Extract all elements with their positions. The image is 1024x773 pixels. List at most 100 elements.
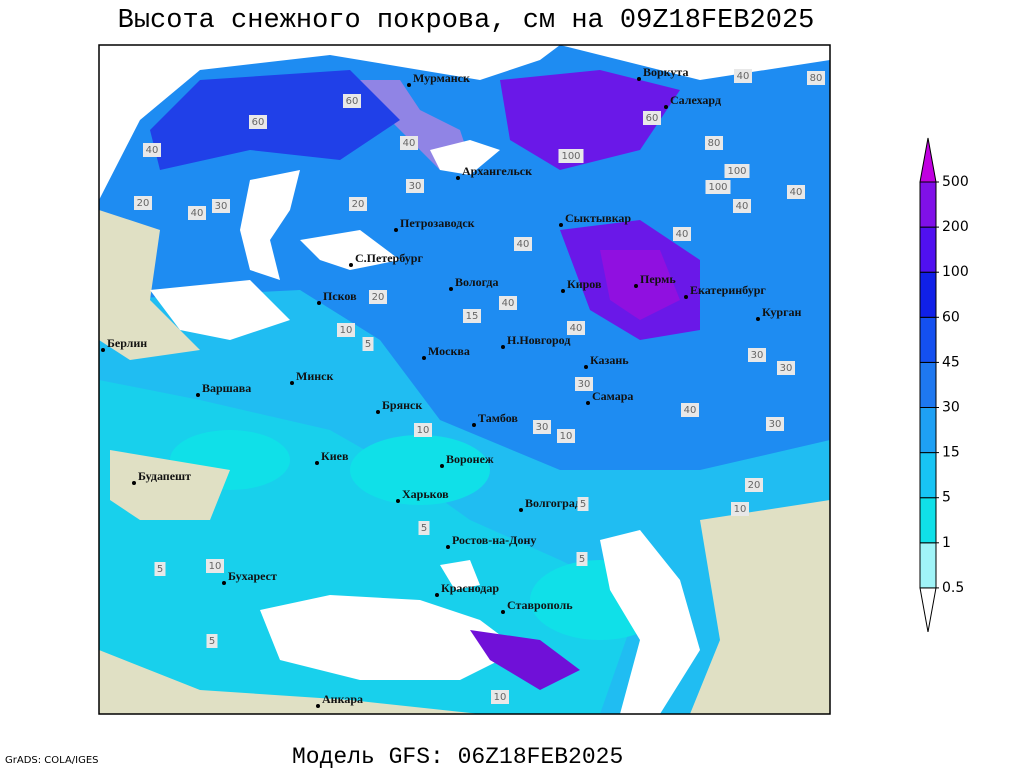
colorbar-label: 15	[942, 445, 960, 461]
contour-label: 80	[708, 138, 721, 149]
contour-label: 100	[708, 182, 727, 193]
colorbar-label: 30	[942, 400, 960, 416]
city-dot	[315, 461, 319, 465]
city-dot	[396, 499, 400, 503]
contour-label: 40	[502, 298, 515, 309]
contour-label-box	[514, 237, 532, 251]
city-dot	[222, 581, 226, 585]
city-label: С.Петербург	[355, 251, 423, 265]
contour-label: 40	[736, 201, 749, 212]
contour-label-box	[557, 429, 575, 443]
city-dot	[394, 228, 398, 232]
city-label: Н.Новгород	[507, 333, 570, 347]
contour-label: 5	[421, 523, 427, 534]
city-label: Брянск	[382, 398, 422, 412]
city-label: Екатеринбург	[690, 283, 766, 297]
contour-label: 80	[810, 73, 823, 84]
colorbar-low-triangle	[919, 587, 937, 632]
contour-label-box	[212, 199, 230, 213]
city-dot	[316, 704, 320, 708]
city-label: Архангельск	[462, 164, 532, 178]
city-dot	[317, 301, 321, 305]
city-label: Ростов-на-Дону	[452, 533, 536, 547]
city-dot	[456, 176, 460, 180]
contour-label-box	[787, 185, 805, 199]
contour-label: 10	[417, 425, 430, 436]
city-dot	[446, 545, 450, 549]
contour-label-box	[343, 94, 361, 108]
colorbar-label: 100	[942, 264, 969, 280]
city-label: Курган	[762, 305, 802, 319]
colorbar-label: 5	[942, 490, 951, 506]
contour-label-box	[766, 417, 784, 431]
city-dot	[637, 77, 641, 81]
credit: GrADS: COLA/IGES	[5, 755, 99, 766]
contour-label-box	[369, 290, 387, 304]
colorbar-label: 60	[942, 309, 960, 325]
contour-label-box	[533, 420, 551, 434]
city-dot	[422, 356, 426, 360]
city-dot	[196, 393, 200, 397]
contour-label-box	[731, 502, 749, 516]
contour-label-box	[724, 164, 750, 178]
map	[99, 45, 830, 714]
colorbar-box	[919, 361, 937, 408]
contour-label-box	[575, 377, 593, 391]
contour-label-box	[206, 559, 224, 573]
city-label: Самара	[592, 389, 633, 403]
colorbar-label: 45	[942, 354, 960, 370]
contour-label: 40	[191, 208, 204, 219]
city-dot	[440, 464, 444, 468]
contour-label-box	[673, 227, 691, 241]
contour-label-box	[558, 149, 584, 163]
contour-label-box	[463, 309, 481, 323]
contour-label-box	[499, 296, 517, 310]
contour-label-box	[643, 111, 661, 125]
city-label: Киев	[321, 449, 349, 463]
colorbar-label: 0.5	[942, 580, 964, 596]
contour-label: 20	[352, 199, 365, 210]
city-dot	[376, 410, 380, 414]
city-label: Берлин	[107, 336, 147, 350]
contour-label: 60	[252, 117, 265, 128]
colorbar-box	[919, 542, 937, 589]
contour-label: 30	[578, 379, 591, 390]
contour-label-box	[249, 115, 267, 129]
contour-label: 5	[157, 564, 163, 575]
colorbar-box	[919, 316, 937, 363]
contour-label-box	[734, 69, 752, 83]
city-label: Воронеж	[446, 452, 494, 466]
contour-label-box	[188, 206, 206, 220]
colorbar-label: 1	[942, 535, 951, 551]
contour-label-box	[745, 478, 763, 492]
contour-label-box	[143, 143, 161, 157]
city-label: Волгоград	[525, 496, 581, 510]
contour-label-box	[681, 403, 699, 417]
contour-label: 40	[676, 229, 689, 240]
contour-label: 15	[466, 311, 479, 322]
city-label: Будапешт	[138, 469, 191, 483]
city-dot	[586, 401, 590, 405]
colorbar-high-triangle	[919, 137, 937, 183]
contour-label: 40	[403, 138, 416, 149]
contour-label-box	[733, 199, 751, 213]
contour-label: 30	[751, 350, 764, 361]
contour-label: 30	[409, 181, 422, 192]
city-label: Мурманск	[413, 71, 470, 85]
contour-label-box	[400, 136, 418, 150]
footer: Модель GFS: 06Z18FEB2025	[292, 744, 623, 768]
contour-label-box	[567, 321, 585, 335]
contour-label-box	[576, 552, 588, 566]
city-label: Варшава	[202, 381, 251, 395]
city-dot	[584, 365, 588, 369]
city-dot	[472, 423, 476, 427]
city-dot	[407, 83, 411, 87]
contour-label-box	[134, 196, 152, 210]
city-label: Казань	[590, 353, 629, 367]
contour-label: 10	[560, 431, 573, 442]
contour-label-box	[705, 136, 723, 150]
contour-label: 10	[494, 692, 507, 703]
city-label: Сыктывкар	[565, 211, 631, 225]
city-dot	[519, 508, 523, 512]
contour-label-box	[154, 562, 166, 576]
